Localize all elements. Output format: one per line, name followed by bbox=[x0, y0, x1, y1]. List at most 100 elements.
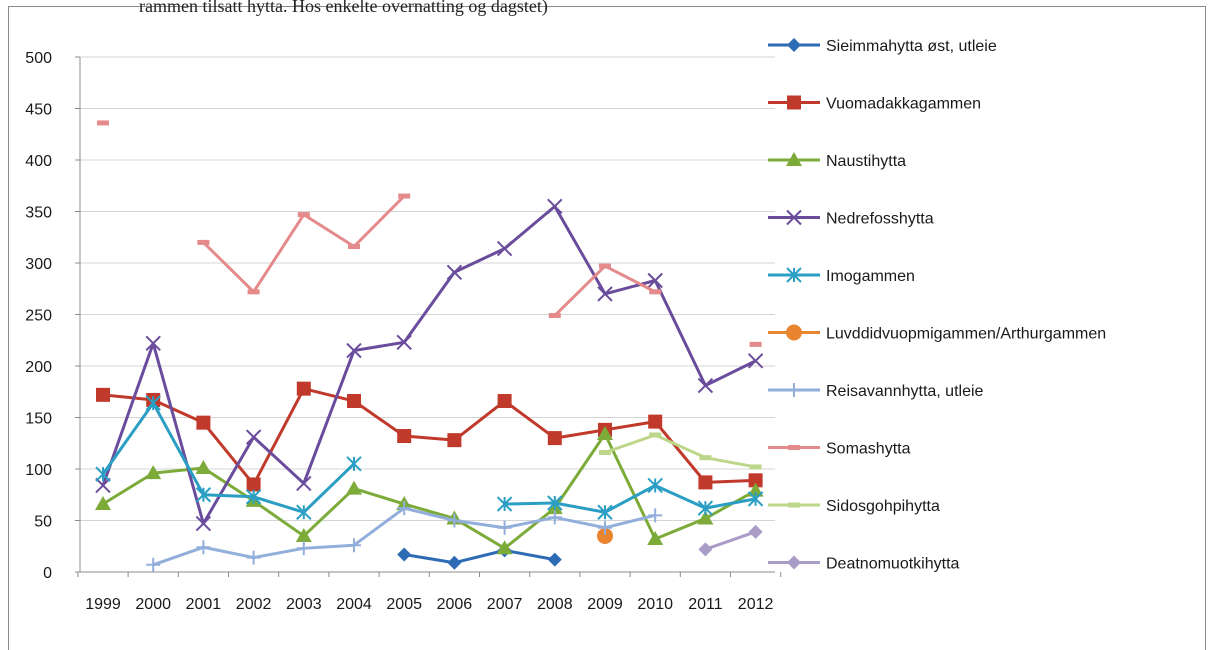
data-point bbox=[95, 477, 111, 494]
y-tick-label: 0 bbox=[43, 565, 52, 582]
data-point bbox=[647, 272, 663, 289]
x-tick-label: 2005 bbox=[386, 596, 422, 613]
data-point bbox=[246, 550, 261, 565]
data-point bbox=[446, 264, 463, 280]
data-point bbox=[697, 510, 714, 525]
series-6 bbox=[146, 501, 663, 572]
x-tick-label: 2008 bbox=[537, 596, 573, 613]
data-point bbox=[748, 524, 763, 539]
data-point bbox=[346, 480, 362, 495]
series-8 bbox=[599, 432, 762, 470]
data-point bbox=[697, 377, 714, 394]
data-point bbox=[597, 527, 613, 544]
data-point bbox=[597, 425, 613, 440]
legend-label: Imogammen bbox=[826, 268, 915, 285]
data-point bbox=[597, 286, 613, 302]
legend-swatch-marker bbox=[788, 445, 800, 450]
data-point bbox=[599, 263, 611, 269]
y-tick-label: 300 bbox=[25, 256, 52, 273]
x-tick-label: 2002 bbox=[236, 596, 272, 613]
x-tick-label: 2007 bbox=[487, 596, 523, 613]
data-point bbox=[447, 555, 462, 570]
series-1 bbox=[96, 381, 763, 492]
data-point bbox=[748, 473, 763, 488]
legend-swatch-marker bbox=[786, 267, 802, 283]
y-tick-label: 100 bbox=[25, 462, 52, 479]
data-point bbox=[397, 429, 412, 444]
x-tick-label: 2001 bbox=[186, 596, 222, 613]
data-point bbox=[496, 540, 513, 555]
data-point bbox=[597, 504, 613, 520]
data-point bbox=[145, 395, 161, 411]
data-point bbox=[647, 531, 664, 546]
series-7 bbox=[97, 120, 762, 347]
data-point bbox=[547, 495, 563, 511]
data-point bbox=[95, 496, 111, 511]
legend-item: Luvddidvuopmigammen/Arthurgammen bbox=[768, 324, 1106, 343]
data-point bbox=[346, 456, 362, 472]
legend-swatch-marker bbox=[787, 38, 801, 52]
series-line bbox=[553, 264, 656, 317]
data-point bbox=[496, 496, 513, 512]
series-line bbox=[403, 548, 556, 565]
legend-label: Sidosgohpihytta bbox=[826, 498, 940, 515]
series-5 bbox=[597, 527, 613, 544]
data-point bbox=[347, 394, 361, 409]
data-point bbox=[296, 475, 312, 492]
data-point bbox=[396, 334, 412, 351]
data-point bbox=[749, 464, 762, 470]
legend-item: Naustihytta bbox=[768, 152, 906, 170]
data-point bbox=[195, 515, 212, 532]
x-tick-label: 2006 bbox=[437, 596, 473, 613]
x-tick-label: 2003 bbox=[286, 596, 322, 613]
data-point bbox=[649, 289, 662, 295]
series-4 bbox=[95, 395, 764, 520]
data-point bbox=[747, 353, 764, 369]
series-9 bbox=[698, 524, 763, 557]
data-point bbox=[496, 240, 513, 257]
legend-label: Luvddidvuopmigammen/Arthurgammen bbox=[826, 326, 1106, 343]
legend-item: Deatnomuotkihytta bbox=[768, 555, 960, 573]
data-point bbox=[347, 538, 361, 553]
y-tick-label: 400 bbox=[25, 153, 52, 170]
legend-item: Vuomadakkagammen bbox=[768, 95, 981, 113]
series-line bbox=[202, 194, 406, 294]
legend-swatch-marker bbox=[787, 95, 801, 110]
data-point bbox=[196, 415, 211, 430]
data-point bbox=[296, 504, 312, 520]
cut-off-header-text: rammen tilsatt hytta. Hos enkelte overna… bbox=[139, 0, 548, 16]
data-point bbox=[97, 120, 109, 126]
data-point bbox=[649, 432, 662, 438]
series-line bbox=[101, 204, 757, 526]
data-point bbox=[599, 450, 611, 456]
data-point bbox=[447, 433, 462, 448]
legend-label: Sieimmahytta øst, utleie bbox=[826, 38, 997, 55]
series-line bbox=[504, 483, 756, 514]
data-point bbox=[497, 520, 512, 535]
x-tick-label: 2012 bbox=[738, 596, 774, 613]
series-line bbox=[101, 401, 356, 514]
data-point bbox=[547, 198, 563, 215]
legend-swatch-marker bbox=[788, 502, 800, 508]
y-tick-label: 250 bbox=[25, 308, 52, 325]
y-tick-label: 200 bbox=[25, 359, 52, 376]
legend-item: Imogammen bbox=[768, 267, 915, 285]
data-point bbox=[497, 394, 512, 409]
data-point bbox=[96, 387, 110, 402]
legend-label: Reisavannhytta, utleie bbox=[826, 383, 984, 400]
data-point bbox=[447, 513, 462, 528]
data-point bbox=[296, 541, 311, 556]
legend-label: Vuomadakkagammen bbox=[826, 96, 981, 113]
data-point bbox=[397, 501, 412, 516]
data-point bbox=[398, 193, 411, 199]
legend-item: Sieimmahytta øst, utleie bbox=[768, 38, 997, 55]
x-tick-label: 2011 bbox=[688, 596, 723, 613]
legend-label: Deatnomuotkihytta bbox=[826, 556, 960, 573]
data-point bbox=[648, 414, 663, 429]
legend-item: Nedrefosshytta bbox=[768, 209, 934, 228]
data-point bbox=[697, 500, 714, 516]
series-0 bbox=[397, 543, 562, 570]
data-point bbox=[747, 491, 764, 507]
series-line bbox=[604, 433, 756, 469]
legend-label: Somashytta bbox=[826, 441, 911, 458]
